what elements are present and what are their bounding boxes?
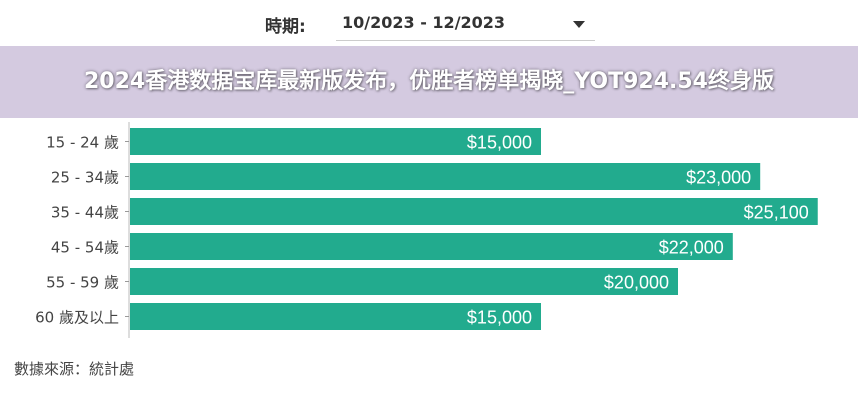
data-label: $25,100 <box>744 203 809 223</box>
category-label: 55 - 59 歲 <box>46 274 119 292</box>
category-label: 25 - 34歲 <box>51 169 119 187</box>
data-label: $20,000 <box>604 273 669 293</box>
banner-title: 2024香港数据宝库最新版发布，优胜者榜单揭晓_YOT924.54终身版 <box>84 69 774 94</box>
data-label: $23,000 <box>686 168 751 188</box>
data-label: $22,000 <box>659 238 724 258</box>
period-value: 10/2023 - 12/2023 <box>342 13 506 32</box>
caret-down-icon <box>573 21 585 28</box>
bar-chart: 15 - 24 歲 $15,000 25 - 34歲 $23,000 35 - 44歲 $… <box>35 122 818 338</box>
period-dropdown[interactable]: 10/2023 - 12/2023 <box>336 8 595 41</box>
category-label: 60 歲及以上 <box>35 309 119 327</box>
bar <box>130 198 818 225</box>
category-label: 35 - 44歲 <box>51 204 119 222</box>
title-banner: 2024香港数据宝库最新版发布，优胜者榜单揭晓_YOT924.54终身版 <box>0 46 858 118</box>
bar <box>130 163 761 190</box>
bar <box>130 268 678 295</box>
period-label: 時期: <box>265 17 306 37</box>
category-label: 15 - 24 歲 <box>46 134 119 152</box>
bar <box>130 303 541 330</box>
data-label: $15,000 <box>467 308 532 328</box>
data-source: 數據來源：統計處 <box>14 360 135 378</box>
category-label: 45 - 54歲 <box>51 239 119 257</box>
bar <box>130 128 541 155</box>
bar <box>130 233 733 260</box>
data-label: $15,000 <box>467 133 532 153</box>
